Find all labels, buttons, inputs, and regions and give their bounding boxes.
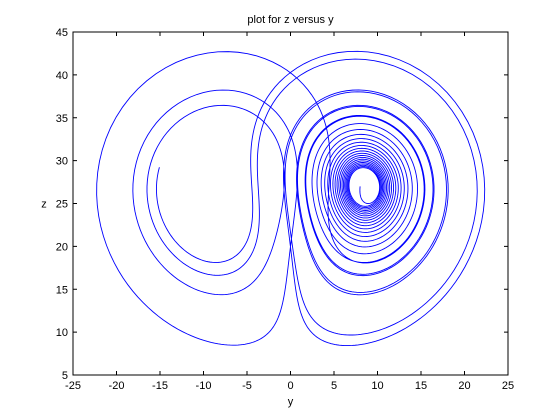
x-tick-label: 20 (458, 380, 470, 392)
x-tick-label: -10 (196, 380, 212, 392)
y-tick-label: 30 (56, 156, 68, 168)
x-tick-label: 10 (371, 380, 383, 392)
x-tick-label: 5 (331, 380, 337, 392)
x-tick-label: 25 (502, 380, 514, 392)
y-tick-label: 10 (56, 327, 68, 339)
x-axis-label: y (288, 396, 294, 408)
y-tick-label: 40 (56, 70, 68, 82)
y-axis-label: z (41, 199, 47, 211)
x-tick-label: 15 (415, 380, 427, 392)
y-tick-label: 45 (56, 27, 68, 39)
x-tick-label: -15 (152, 380, 168, 392)
x-tick-label: -5 (242, 380, 252, 392)
y-tick-label: 20 (56, 241, 68, 253)
chart-title: plot for z versus y (247, 14, 334, 26)
y-tick-label: 5 (62, 370, 68, 382)
y-tick-label: 25 (56, 199, 68, 211)
x-tick-label: -20 (109, 380, 125, 392)
y-tick-label: 15 (56, 284, 68, 296)
y-tick-label: 35 (56, 113, 68, 125)
x-tick-label: 0 (287, 380, 293, 392)
axes-box (73, 32, 508, 375)
